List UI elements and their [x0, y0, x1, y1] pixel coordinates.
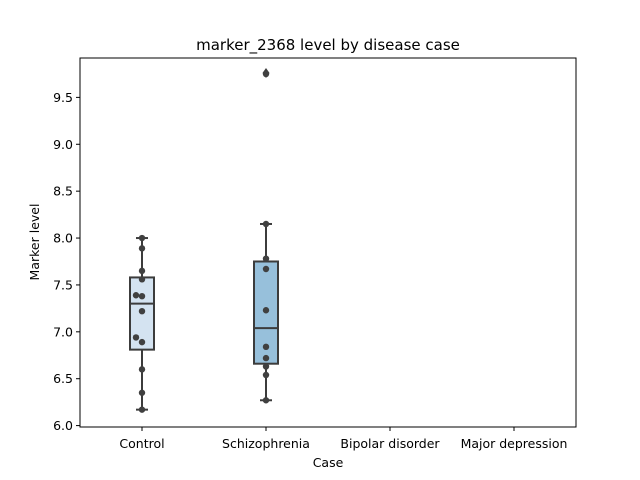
box-group	[129, 237, 155, 411]
data-point	[262, 70, 270, 78]
x-tick-label: Major depression	[461, 436, 568, 451]
y-axis-label: Marker level	[27, 204, 42, 281]
x-tick-label: Control	[119, 436, 164, 451]
y-tick-label: 8.0	[53, 231, 73, 246]
plot-area	[129, 68, 279, 413]
data-point	[132, 334, 140, 341]
data-point	[262, 307, 270, 314]
y-tick-label: 8.5	[53, 184, 73, 199]
y-tick-label: 6.0	[53, 418, 73, 433]
data-point	[262, 354, 270, 362]
x-tick-label: Schizophrenia	[222, 436, 310, 451]
data-point	[262, 343, 270, 351]
y-tick-label: 6.5	[53, 371, 73, 386]
data-point	[132, 292, 140, 299]
data-point	[138, 366, 146, 373]
box-group	[253, 68, 279, 402]
x-axis-label: Case	[313, 455, 344, 470]
data-point	[138, 234, 146, 242]
data-point	[138, 307, 146, 315]
plot-frame	[79, 57, 577, 428]
y-tick-label: 7.5	[53, 277, 73, 292]
data-point	[262, 220, 270, 228]
chart-title: marker_2368 level by disease case	[196, 36, 460, 55]
data-point	[138, 406, 146, 413]
data-point	[262, 397, 270, 404]
data-point	[138, 267, 146, 275]
data-point	[262, 255, 270, 262]
data-point	[138, 338, 146, 346]
data-point	[262, 265, 270, 273]
axes: 6.0 6.5 7.0 7.5 8.0 8.5 9.0 9.5 Control Schizophr…	[53, 90, 567, 451]
y-tick-label: 9.0	[53, 137, 73, 152]
data-point	[138, 389, 146, 396]
x-tick-label: Bipolar disorder	[340, 436, 440, 451]
y-tick-label: 9.5	[53, 90, 73, 105]
data-point	[262, 363, 270, 370]
y-tick-label: 7.0	[53, 324, 73, 339]
data-point	[262, 371, 270, 379]
data-point	[138, 276, 146, 283]
data-point	[138, 292, 146, 300]
data-point	[138, 245, 146, 252]
